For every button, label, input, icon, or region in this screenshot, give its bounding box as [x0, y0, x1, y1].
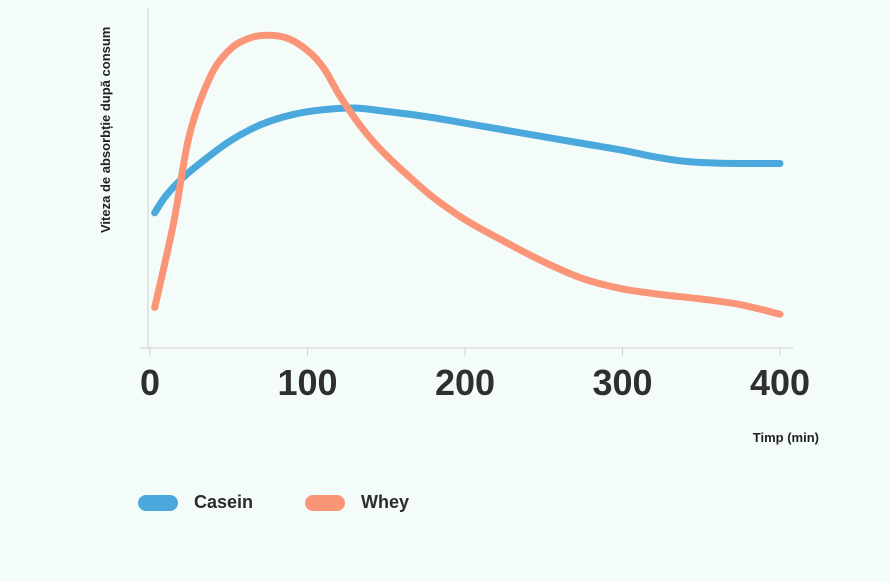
legend-label-whey: Whey	[361, 492, 410, 512]
legend-item-casein[interactable]: Casein	[138, 492, 253, 513]
legend-item-whey[interactable]: Whey	[305, 492, 409, 513]
series-line-casein	[151, 104, 784, 217]
x-tick-label: 200	[435, 362, 495, 403]
legend-swatch-whey	[305, 494, 346, 511]
series-layer	[151, 31, 784, 318]
series-line-whey	[151, 31, 784, 318]
x-axis-ticks: 0 100 200 300 400	[140, 348, 810, 403]
x-tick-label: 300	[592, 362, 652, 403]
x-tick-label: 0	[140, 362, 160, 403]
chart-legend: Casein Whey	[138, 492, 461, 513]
x-tick-label: 100	[277, 362, 337, 403]
x-axis-title: Timp (min)	[753, 430, 819, 445]
x-tick-label: 400	[750, 362, 810, 403]
legend-label-casein: Casein	[194, 492, 254, 512]
y-axis-title: Viteza de absorbție după consum	[98, 27, 113, 233]
legend-swatch-casein	[138, 494, 178, 511]
